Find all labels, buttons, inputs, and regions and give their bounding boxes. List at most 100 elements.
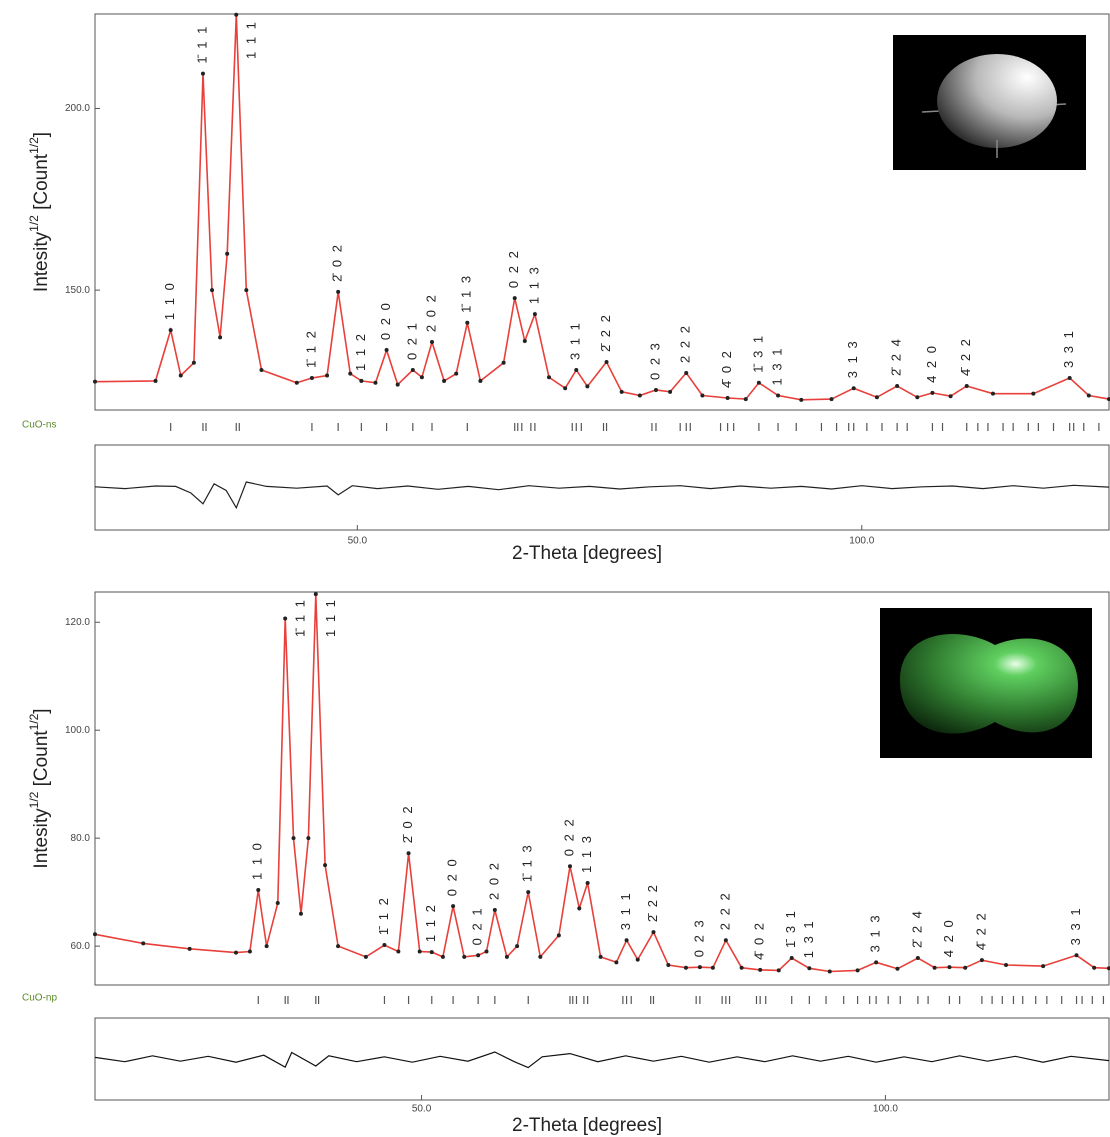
observed-point [141,941,146,946]
observed-point [336,944,341,949]
hkl-label: 0 2 3 [691,918,706,957]
hkl-label: 2 2 2 [717,891,732,930]
observed-point [547,375,552,380]
observed-point [336,289,341,294]
y-tick-label: 150.0 [65,285,90,296]
difference-frame [94,1017,1110,1101]
observed-point [829,397,834,402]
observed-point [710,965,715,970]
y-axis-label-part: 1/2 [27,791,41,808]
observed-point [373,380,378,385]
observed-point [93,379,97,384]
y-axis-label-part: ] [31,132,52,137]
x-tick-label: 50.0 [348,536,368,547]
y-tick-label: 60.0 [71,941,91,952]
observed-point [930,390,935,395]
observed-point [739,965,744,970]
observed-point [234,950,239,955]
hkl-label: 1̄ 3 1 [783,909,798,948]
hkl-label: 0 2 1 [470,906,485,945]
observed-point [501,360,506,365]
hkl-label: 1 1 3 [579,834,594,873]
observed-point [827,969,832,974]
observed-point [218,335,223,340]
hkl-label: 2̄ 0 2 [330,243,345,282]
x-axis-label: 2-Theta [degrees] [512,543,662,564]
hkl-label: 3 3 1 [1061,329,1076,368]
observed-point [291,836,296,841]
observed-point [465,320,470,325]
observed-point [1031,391,1036,396]
observed-point [419,375,424,380]
observed-point [504,954,509,959]
observed-point [476,953,481,958]
observed-point [635,957,640,962]
observed-point [264,944,269,949]
observed-point [313,592,318,597]
y-tick-label: 200.0 [65,103,90,114]
observed-point [395,382,400,387]
observed-point [799,397,804,402]
observed-point [522,338,527,343]
y-axis-label-part: [Count [31,730,52,792]
hkl-label: 2 0 2 [486,861,501,900]
plot-frame [94,591,1110,986]
hkl-label: 2̄ 2 4 [909,909,924,948]
hkl-label: 0 2 0 [445,857,460,896]
observed-point [776,393,781,398]
hkl-label: 4̄ 0 2 [752,921,767,960]
observed-point [1067,376,1072,381]
hkl-label: 4 2 0 [924,344,939,383]
observed-point [306,836,311,841]
observed-point [697,965,702,970]
observed-point [915,395,920,400]
observed-point [1107,397,1110,402]
observed-point [874,960,879,965]
observed-point [758,967,763,972]
observed-point [756,380,761,385]
difference-line [94,1051,1110,1069]
observed-point [723,938,728,943]
observed-point [855,968,860,973]
observed-point [283,616,288,621]
observed-point [451,904,456,909]
phase-label: CuO-np [22,993,57,1004]
observed-point [895,966,900,971]
observed-point [406,851,411,856]
x-tick-label: 100.0 [849,536,874,547]
plots: 150.0 200.0 50.0 100.0 1 1 0 1̄ 1 1 1 1 1 1̄ 1 … [22,12,1110,1136]
hkl-label: 1 3 1 [801,919,816,958]
hkl-label: 4 2 0 [941,918,956,957]
hkl-label: 3 3 1 [1068,906,1083,945]
observed-point [348,371,353,376]
observed-point [807,966,812,971]
observed-point [684,370,689,375]
observed-point [309,376,314,381]
observed-point [990,391,995,396]
x-tick-label: 50.0 [412,1104,432,1115]
y-axis-label-part: 1/2 [27,137,41,154]
y-tick-label: 100.0 [65,725,90,736]
observed-point [1086,393,1091,398]
observed-point [417,949,422,954]
observed-point [512,296,517,301]
observed-point [577,906,582,911]
y-axis-label-part: ] [31,708,52,713]
observed-point [244,288,249,293]
observed-point [492,907,497,912]
hkl-label: 0 2 0 [378,301,393,340]
observed-point [462,954,467,959]
hkl-label: 1̄ 1 3 [520,843,535,882]
hkl-label: 1̄ 1 2 [303,329,318,368]
observed-point [624,938,629,943]
hkl-label: 2̄ 2 4 [889,337,904,376]
observed-point [567,864,572,869]
observed-point [948,394,953,399]
observed-point [563,386,568,391]
observed-point [256,887,261,892]
y-axis-label: Intesity1/2 [Count1/2] [27,708,52,868]
hkl-label: 0 2 1 [404,321,419,360]
observed-point [478,378,483,383]
observed-point [895,384,900,389]
